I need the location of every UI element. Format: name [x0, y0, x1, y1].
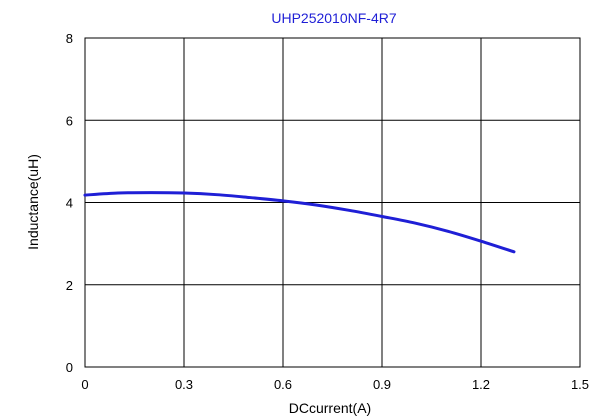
x-tick-label: 0: [81, 377, 88, 392]
plot-area-frame: [84, 37, 581, 368]
y-tick-label: 8: [66, 31, 73, 46]
x-tick-label: 1.2: [472, 377, 490, 392]
x-axis-label: DCcurrent(A): [289, 400, 371, 416]
chart-title: UHP252010NF-4R7: [271, 10, 396, 26]
y-tick-label: 0: [66, 360, 73, 375]
y-axis-label: Inductance(uH): [25, 154, 41, 250]
x-tick-label: 1.5: [571, 377, 589, 392]
y-tick-label: 4: [66, 196, 73, 211]
inductance-series-line: [83, 191, 516, 254]
y-tick-label: 6: [66, 113, 73, 128]
series: [83, 191, 516, 254]
y-tick-label: 2: [66, 278, 73, 293]
x-tick-label: 0.3: [175, 377, 193, 392]
tick-labels: 0 0.3 0.6 0.9 1.2 1.5 0 2 4 6 8: [66, 31, 589, 392]
x-tick-label: 0.9: [373, 377, 391, 392]
x-tick-label: 0.6: [274, 377, 292, 392]
grid: [84, 37, 581, 368]
